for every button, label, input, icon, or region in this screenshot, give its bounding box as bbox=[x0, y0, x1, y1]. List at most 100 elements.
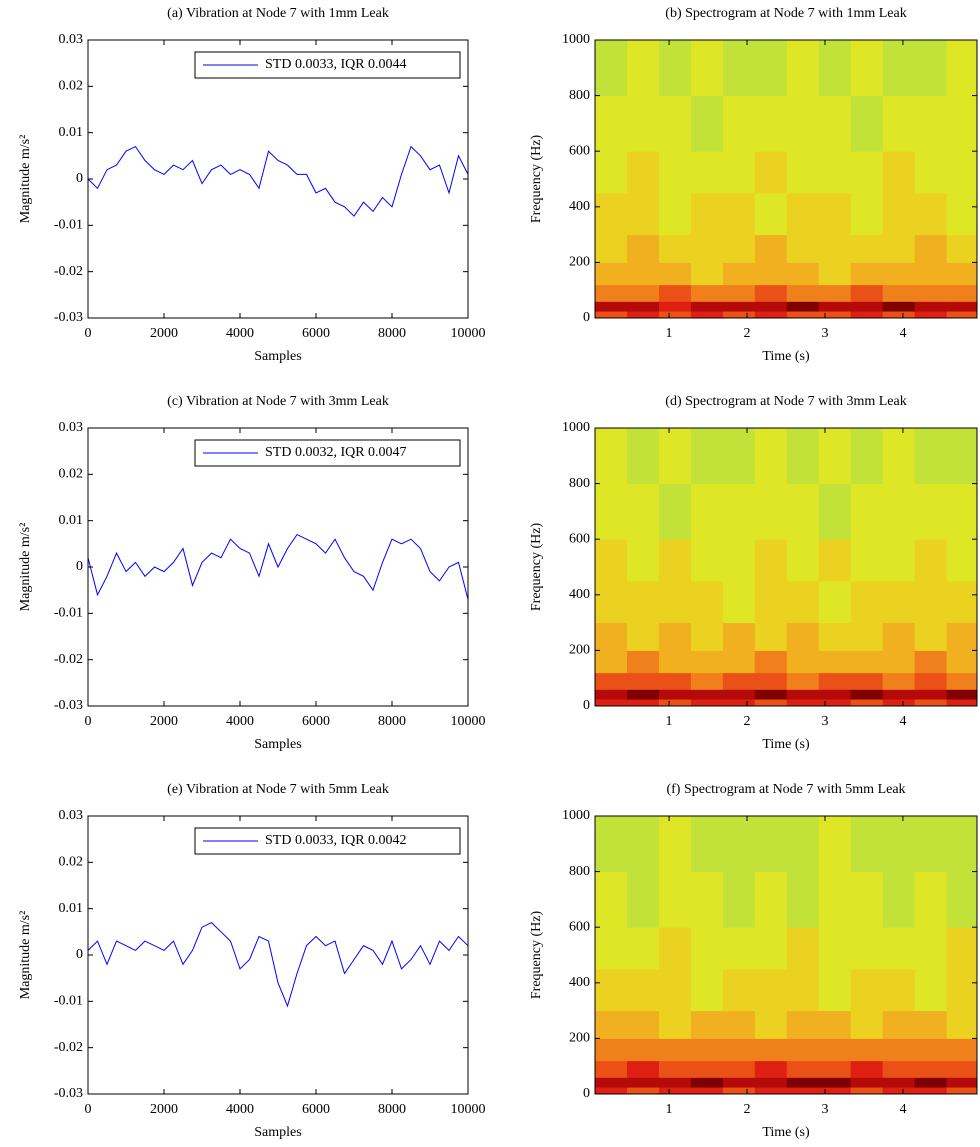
heat-cell bbox=[946, 95, 978, 152]
heat-cell bbox=[786, 1038, 820, 1062]
heat-cell bbox=[595, 622, 628, 651]
line bbox=[87, 921, 469, 1008]
heat-cell bbox=[818, 1087, 852, 1095]
heat-cell bbox=[914, 650, 948, 674]
heat-cell bbox=[946, 622, 978, 651]
heat-cell bbox=[595, 95, 628, 152]
y-tick-label: 200 bbox=[569, 1031, 590, 1046]
y-tick-label: -0.02 bbox=[54, 652, 83, 667]
heat-cell bbox=[626, 311, 660, 319]
heat-cell bbox=[882, 816, 916, 873]
heat-cell bbox=[595, 968, 628, 1012]
heat-cell bbox=[754, 151, 788, 194]
heat-cell bbox=[626, 284, 660, 302]
y-tick-label: 400 bbox=[569, 975, 590, 990]
heat-cell bbox=[754, 689, 788, 700]
heat-cell bbox=[882, 234, 916, 263]
heat-cell bbox=[882, 284, 916, 302]
y-tick-label: 0.01 bbox=[59, 901, 84, 916]
heat-cell bbox=[690, 311, 724, 319]
heat-cell bbox=[754, 650, 788, 674]
heat-cell bbox=[595, 927, 628, 970]
heat-cell bbox=[626, 1077, 660, 1088]
heat-cell bbox=[850, 234, 884, 263]
heat-cell bbox=[658, 689, 692, 700]
heat-cell bbox=[722, 539, 756, 582]
heat-cell bbox=[626, 483, 660, 540]
heat-cell bbox=[882, 539, 916, 582]
heat-cell bbox=[818, 622, 852, 651]
heat-cell bbox=[595, 301, 628, 312]
y-tick-label: 1000 bbox=[562, 420, 590, 435]
heat-cell bbox=[626, 650, 660, 674]
y-tick-label: 1000 bbox=[562, 808, 590, 823]
heat-cell bbox=[850, 539, 884, 582]
x-tick-label: 4 bbox=[899, 714, 906, 729]
heat-cell bbox=[754, 539, 788, 582]
heat-cell bbox=[658, 1077, 692, 1088]
heat-cell bbox=[658, 1038, 692, 1062]
x-tick-label: 4 bbox=[899, 1102, 906, 1117]
heat-cell bbox=[946, 699, 978, 707]
chart-title: (a) Vibration at Node 7 with 1mm Leak bbox=[167, 6, 389, 21]
heat-cell bbox=[754, 95, 788, 152]
legend-label: STD 0.0033, IQR 0.0044 bbox=[265, 57, 407, 72]
heat-cell bbox=[595, 483, 628, 540]
x-tick-label: 4000 bbox=[226, 326, 254, 341]
y-tick-label: 0.02 bbox=[59, 467, 84, 482]
heat-cell bbox=[626, 622, 660, 651]
chart-title: (d) Spectrogram at Node 7 with 3mm Leak bbox=[665, 394, 906, 409]
heat-cell bbox=[626, 689, 660, 700]
heat-cell bbox=[882, 871, 916, 928]
heat-cell bbox=[786, 1077, 820, 1088]
legend-label: STD 0.0032, IQR 0.0047 bbox=[265, 445, 407, 460]
y-tick-label: 400 bbox=[569, 199, 590, 214]
heat-cell bbox=[658, 622, 692, 651]
heat-cell bbox=[818, 689, 852, 700]
y-tick-label: 0 bbox=[583, 310, 590, 325]
heat-cell bbox=[850, 428, 884, 485]
heat-cell bbox=[786, 672, 820, 690]
heat-cell bbox=[690, 1087, 724, 1095]
heat-cell bbox=[754, 311, 788, 319]
heat-cell bbox=[754, 234, 788, 263]
x-tick-label: 3 bbox=[821, 326, 828, 341]
heat-cell bbox=[786, 234, 820, 263]
y-tick-label: 0.01 bbox=[59, 513, 84, 528]
y-tick-label: 1000 bbox=[562, 32, 590, 47]
heat-cell bbox=[658, 1010, 692, 1039]
heat-cell bbox=[882, 40, 916, 97]
y-tick-label: 800 bbox=[569, 864, 590, 879]
heat-cell bbox=[882, 689, 916, 700]
heat-cell bbox=[914, 1038, 948, 1062]
heat-cell bbox=[754, 622, 788, 651]
x-tick-label: 4 bbox=[899, 326, 906, 341]
y-tick-label: 0.01 bbox=[59, 125, 84, 140]
heat-cell bbox=[882, 1060, 916, 1078]
heat-cell bbox=[882, 580, 916, 624]
heat-cell bbox=[690, 689, 724, 700]
heat-cell bbox=[818, 672, 852, 690]
heat-cell bbox=[658, 151, 692, 194]
heat-cell bbox=[690, 1060, 724, 1078]
heat-cell bbox=[946, 1077, 978, 1088]
heat-cell bbox=[722, 262, 756, 286]
heat-cell bbox=[882, 699, 916, 707]
heat-cell bbox=[818, 699, 852, 707]
heat-cell bbox=[850, 622, 884, 651]
heat-cell bbox=[946, 1087, 978, 1095]
heat-cell bbox=[722, 1010, 756, 1039]
heat-cell bbox=[850, 968, 884, 1012]
heat-cell bbox=[914, 483, 948, 540]
heat-cell bbox=[722, 483, 756, 540]
heat-cell bbox=[722, 968, 756, 1012]
y-tick-label: -0.03 bbox=[54, 310, 83, 325]
heat-cell bbox=[754, 262, 788, 286]
heat-cell bbox=[722, 650, 756, 674]
heat-cell bbox=[690, 483, 724, 540]
heat-cell bbox=[946, 284, 978, 302]
heat-cell bbox=[690, 151, 724, 194]
x-axis-label: Time (s) bbox=[762, 1125, 810, 1140]
heat-cell bbox=[722, 234, 756, 263]
heat-cell bbox=[722, 1060, 756, 1078]
